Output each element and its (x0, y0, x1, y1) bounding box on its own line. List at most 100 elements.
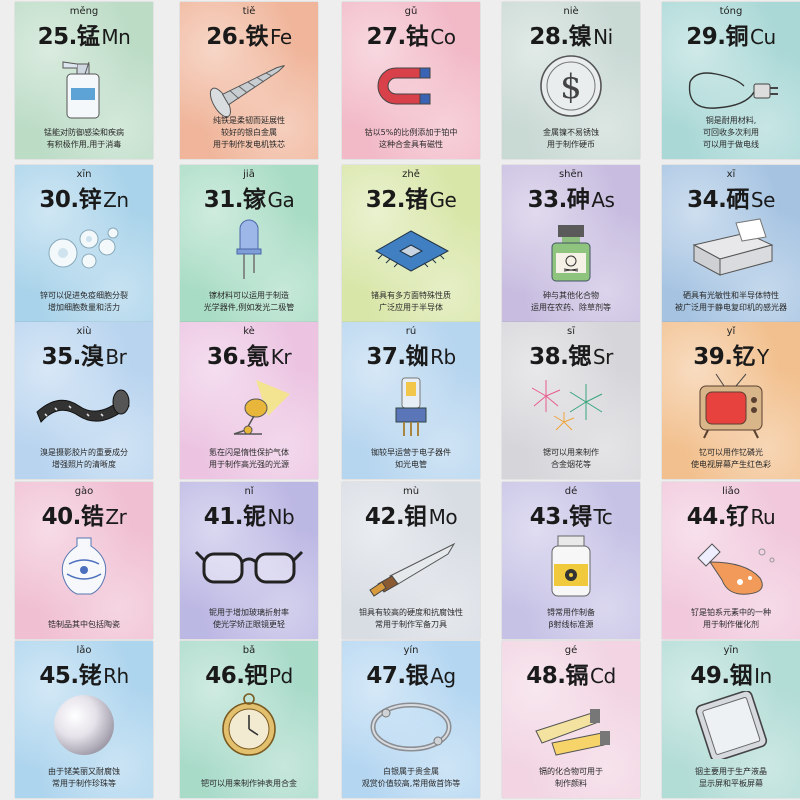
description-line: 被广泛用于静电复印机的感光器 (675, 303, 787, 312)
description-line: 锌可以促进免疫细胞分裂 (40, 291, 128, 300)
description-line: 广泛应用于半导体 (379, 303, 443, 312)
element-title: 35.溴 Br (15, 337, 153, 371)
element-title: 27.钴 Co (342, 17, 480, 51)
atomic-number: 49. (690, 663, 730, 689)
element-symbol: Se (750, 188, 776, 212)
element-character: 钴 (405, 24, 429, 50)
atomic-number: 31. (203, 187, 244, 213)
element-card: xiù 35.溴 Br 溴是摄影胶片的重要成分 增强照片的清晰度 (15, 322, 153, 479)
element-title: 45.铑 Rh (15, 656, 153, 690)
element-character: 锌 (78, 187, 102, 213)
element-symbol: Mo (428, 505, 458, 529)
description-line: 由于铑美丽又耐腐蚀 (48, 767, 120, 776)
description-line: 制作颜料 (555, 779, 587, 788)
element-title: 38.锶 Sr (502, 337, 640, 371)
chip-icon (356, 215, 466, 283)
description-line: 有积极作用,用于消毒 (46, 140, 122, 149)
element-title: 34.硒 Se (662, 180, 800, 214)
pinyin: liǎo (722, 486, 740, 497)
element-character: 钯 (244, 663, 267, 689)
element-description: 铷较早运营于电子器件 如光电管 (348, 447, 474, 471)
element-card: gǔ 27.钴 Co 钴以5%的比例添加于铂中 这种合金具有磁性 (342, 2, 480, 159)
element-symbol: Sr (592, 345, 613, 369)
element-symbol: Zr (105, 505, 127, 529)
element-description: 由于铑美丽又耐腐蚀 常用于制作珍珠等 (21, 766, 147, 790)
atomic-number: 47. (366, 663, 406, 689)
element-card: shēn 33.砷 As 砷与其他化合物 运用在农药、除草剂等 (502, 165, 640, 322)
element-card: rú 37.铷 Rb 铷较早运营于电子器件 如光电管 (342, 322, 480, 479)
medicine-bottle-icon (516, 532, 626, 600)
element-symbol: Fe (270, 25, 292, 49)
magnet-icon (356, 52, 466, 120)
description-line: 锗具有多方面特殊性质 (371, 291, 451, 300)
element-description: 钇可以用作钇磷光 使电视屏幕产生红色彩 (668, 447, 794, 471)
element-symbol: Ge (429, 188, 457, 212)
element-character: 铟 (729, 663, 753, 689)
description-line: 较好的银白金属 (221, 128, 277, 137)
element-card: yín 47.银 Ag 白银属于贵金属 观赏价值较高,常用做首饰等 (342, 641, 480, 798)
element-symbol: Cd (590, 664, 616, 688)
element-card: xīn 30.锌 Zn 锌可以促进免疫细胞分裂 增加细胞数量和活力 (15, 165, 153, 322)
element-description: 砷与其他化合物 运用在农药、除草剂等 (508, 290, 634, 314)
element-description: 锶可以用来制作 合金烟花等 (508, 447, 634, 471)
atomic-number: 26. (206, 24, 246, 50)
watercolor-wash (180, 2, 318, 159)
description-line: 铟主要用于生产液晶 (695, 767, 767, 776)
svg-text:$: $ (560, 67, 582, 107)
description-line: 用于制作发电机铁芯 (213, 140, 285, 149)
description-line: 可以用于做电线 (703, 140, 759, 149)
pinyin: tiě (242, 6, 256, 17)
atomic-number: 43. (529, 504, 570, 530)
element-symbol: Kr (270, 345, 292, 369)
cells-icon (29, 215, 139, 283)
watercolor-wash (662, 2, 800, 159)
atomic-number: 37. (366, 344, 406, 370)
element-card: sī 38.锶 Sr 锶可以用来制作 合金烟花等 (502, 322, 640, 479)
pinyin: niè (563, 6, 579, 17)
atomic-number: 39. (693, 344, 733, 370)
description-line: 常用于制作珍珠等 (52, 779, 116, 788)
fireworks-icon (516, 372, 626, 440)
description-line: 锆制品其中包括陶瓷 (48, 620, 120, 629)
element-title: 42.钼 Mo (342, 497, 480, 531)
description-line: 使电视屏幕产生红色彩 (691, 460, 771, 469)
description-line: 可回收多次利用 (703, 128, 759, 137)
element-symbol: Nb (267, 505, 295, 529)
atomic-number: 44. (686, 504, 727, 530)
pinyin: xī (726, 169, 736, 180)
atomic-number: 25. (37, 24, 78, 50)
element-card: bǎ 46.钯 Pd 钯可以用来制作钟表用合金 (180, 641, 318, 798)
description-line: 这种合金具有磁性 (379, 140, 443, 149)
element-symbol: Rb (430, 345, 456, 369)
pinyin: gé (564, 645, 578, 656)
description-line: 钌是铂系元素中的一种 (691, 608, 771, 617)
description-line: 金属镍不易锈蚀 (543, 128, 599, 137)
element-symbol: Pd (268, 664, 293, 688)
knife-icon (356, 532, 466, 600)
element-card: lǎo 45.铑 Rh 由于铑美丽又耐腐蚀 常用于制作珍珠等 (15, 641, 153, 798)
element-card: tiě 26.铁 Fe 纯铁是柔韧而延展性 较好的银白金属 用于制作发电机铁芯 (180, 2, 318, 159)
description-line: β射线标准源 (548, 620, 594, 629)
atomic-number: 28. (529, 24, 569, 50)
element-title: 41.铌 Nb (180, 497, 318, 531)
element-character: 铑 (78, 663, 102, 689)
element-character: 锗 (404, 187, 428, 213)
element-card: jiā 31.镓 Ga 镓材料可以运用于制造 光学器件,例如发光二极管 (180, 165, 318, 322)
pinyin: bǎ (242, 645, 256, 656)
element-card: liǎo 44.钌 Ru 钌是铂系元素中的一种 用于制作催化剂 (662, 482, 800, 639)
element-title: 32.锗 Ge (342, 180, 480, 214)
pinyin: dé (564, 486, 578, 497)
element-description: 纯铁是柔韧而延展性 较好的银白金属 用于制作发电机铁芯 (186, 115, 312, 151)
element-title: 36.氪 Kr (180, 337, 318, 371)
element-title: 25.锰 Mn (15, 17, 153, 51)
element-symbol: Tc (593, 505, 613, 529)
description-line: 钯可以用来制作钟表用合金 (201, 779, 297, 788)
element-character: 锶 (568, 344, 591, 370)
element-title: 29.铜 Cu (662, 17, 800, 51)
description-line: 常用于制作军备刀具 (375, 620, 447, 629)
element-card: mù 42.钼 Mo 钼具有较高的硬度和抗腐蚀性 常用于制作军备刀具 (342, 482, 480, 639)
element-card: měng 25.锰 Mn 锰能对防御感染和疾病 有积极作用,用于消毒 (15, 2, 153, 159)
description-line: 硒具有光敏性和半导体特性 (683, 291, 779, 300)
element-card: zhě 32.锗 Ge 锗具有多方面特殊性质 广泛应用于半导体 (342, 165, 480, 322)
pinyin: rú (405, 326, 417, 337)
